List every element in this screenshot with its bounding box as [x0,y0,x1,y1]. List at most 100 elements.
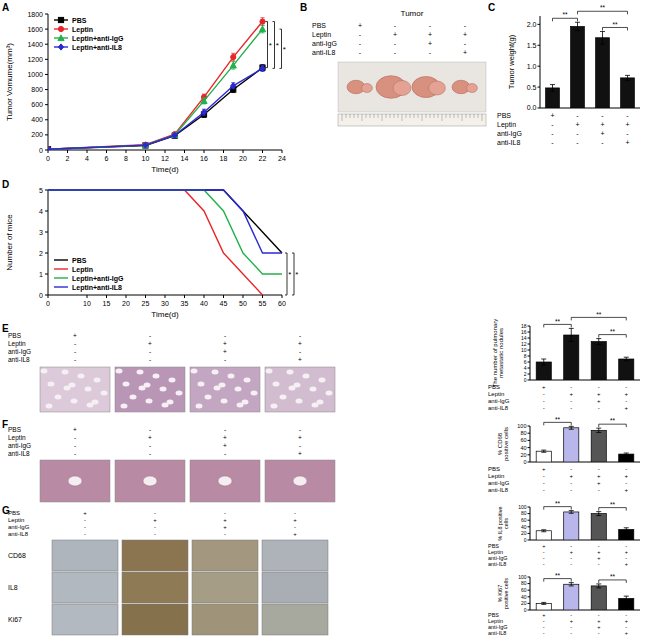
treatment-sign: - [149,332,151,339]
x-tick [223,150,224,153]
error-bar [624,453,629,455]
treatment-label: anti-IL8 [8,450,30,457]
legend-swatch [54,277,68,278]
treatment-sign: + [223,524,227,530]
alveolus [244,378,251,383]
alveolus [198,382,205,387]
y-tick [528,507,531,508]
y-axis [540,16,541,108]
ruler-tick [422,114,423,121]
treatment-sign: - [74,340,76,347]
y-tick [528,513,531,514]
y-axis-label: % Ki67positive cells [497,578,509,609]
figure: 0200400600800100012001400160018000246810… [0,0,650,639]
alveolus [153,374,160,379]
significance-label: ** [555,318,561,325]
treatment-sign: - [74,450,76,457]
x-tick-label: 55 [259,300,267,307]
ruler-tick [482,114,483,121]
treatment-sign: - [570,630,572,636]
significance-label: * [288,270,291,279]
treatment-sign: + [223,517,227,523]
x-tick [204,295,205,298]
treatment-label: PBS [488,384,500,390]
y-tick [538,108,541,109]
alveolus [101,391,108,396]
y-tick [528,440,531,441]
x-tick-label: 50 [239,300,247,307]
ruler-tick [382,114,383,121]
y-tick [528,462,531,463]
x-axis-label: Time(d) [151,165,179,174]
x-tick-label: 25 [142,300,150,307]
x-tick [262,150,263,153]
y-tick [45,253,48,254]
y-tick-label: 80 [520,430,526,436]
y-tick-label: 2.0 [527,21,537,28]
alveolus [287,370,294,375]
ruler-tick [386,114,387,118]
x-tick [87,150,88,153]
significance-label: ** [596,311,602,318]
alveolus [85,387,92,392]
treatment-label: anti-IgG [8,348,31,356]
ruler-tick [434,114,435,118]
y-tick-label: 40 [521,524,527,530]
x-tick-label: 0 [46,300,50,307]
y-tick [45,104,48,105]
ruler-tick [474,114,475,118]
treatment-sign: + [148,340,152,347]
treatment-sign: + [597,473,601,479]
alveolus [296,399,303,404]
alveolus [303,374,310,379]
treatment-label: anti-IgG [8,442,31,450]
treatment-sign: - [598,561,600,567]
y-tick-label: 1.5 [527,42,537,49]
treatment-label: anti-IL8 [488,405,509,411]
legend-marker [58,26,63,31]
alveolus [169,378,176,383]
x-tick-label: 12 [161,155,169,162]
bar [536,531,551,540]
treatment-label: PBS [497,112,511,119]
treatment-sign: - [543,398,545,404]
y-tick [45,74,48,75]
y-tick-label: 2 [524,371,527,377]
y-tick [45,134,48,135]
series-line [48,190,282,253]
alveolus [167,400,174,405]
ihc-section [192,572,258,603]
treatment-sign: + [393,31,397,38]
alveolus [144,383,151,388]
tumor [467,84,478,93]
x-axis-label: Time(d) [151,310,179,319]
tumor [393,81,411,96]
ruler-tick [394,114,395,118]
y-tick-label: 3 [39,229,43,236]
treatment-label: anti-IL8 [488,487,509,493]
error-bar [624,357,629,361]
y-tick [538,87,541,88]
treatment-sign: - [543,405,545,411]
marker [201,98,207,104]
ihc-section [52,572,118,603]
ihc-section [122,572,188,603]
treatment-sign: - [394,40,397,47]
y-tick-label: 0 [524,377,527,383]
treatment-sign: - [598,487,600,493]
treatment-label: Leptin [312,31,331,39]
marker [201,109,206,115]
significance-bracket [599,508,627,511]
ruler-tick [414,114,415,118]
alveolus [146,399,153,404]
treatment-sign: + [600,121,604,128]
error-bar [575,22,580,30]
significance-bracket [603,27,628,30]
marker [230,62,236,68]
y-axis-label-line: cells [503,518,509,529]
significance-label: ** [555,416,561,423]
alveolus [212,370,219,375]
treatment-sign: - [224,426,226,433]
plot-data [536,511,634,540]
alveolus [123,382,130,387]
